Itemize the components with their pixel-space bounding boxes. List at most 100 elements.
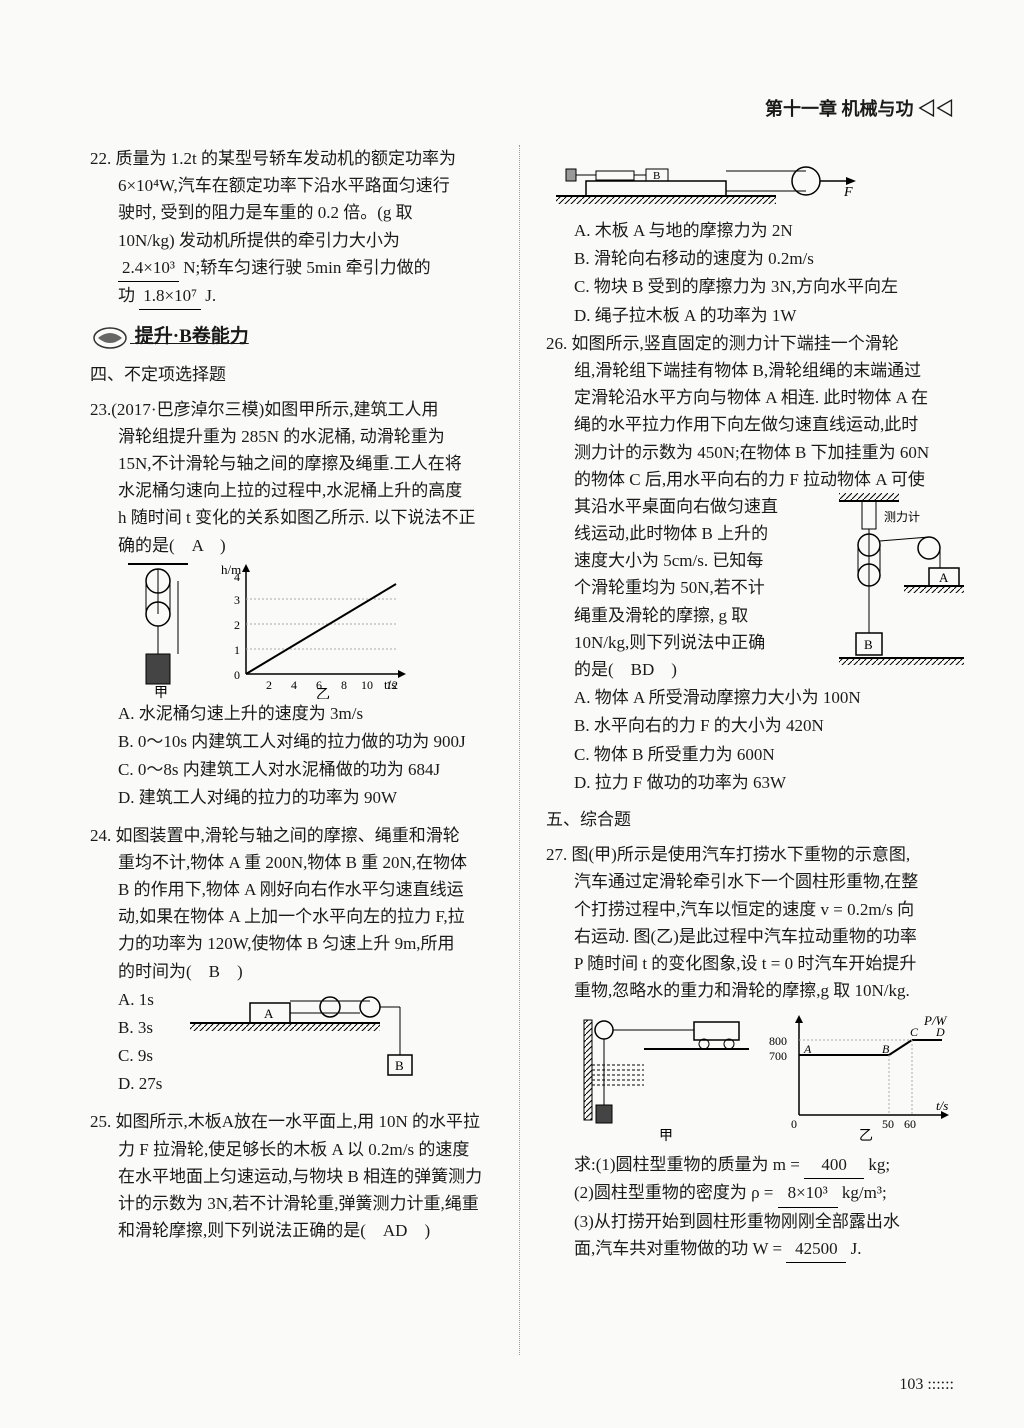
svg-text:800: 800 [769,1034,787,1048]
q22-text: J. [205,286,216,305]
q27-sub2-text: (2)圆柱型重物的密度为 ρ = [574,1183,773,1202]
q26-line: 个滑轮重均为 50N,若不计 [546,574,834,601]
q25-diagram: B F [546,151,969,211]
q25-optA: A. 木板 A 与地的摩擦力为 2N [546,217,969,244]
q23-line: 23.(2017·巴彦淖尔三模)如图甲所示,建筑工人用 [90,396,513,423]
svg-text:B: B [882,1042,890,1056]
svg-text:t/s: t/s [936,1098,948,1113]
svg-text:3: 3 [234,593,240,607]
svg-text:700: 700 [769,1049,787,1063]
q24-line: 动,如果在物体 A 上加一个水平向左的拉力 F,拉 [90,903,513,930]
svg-text:50: 50 [882,1117,894,1131]
chapter-header: 第十一章 机械与功 ◁◁ [765,95,954,124]
svg-text:C: C [910,1025,919,1039]
q24-optC: C. 9s [90,1042,180,1069]
q27-figures: 甲 P/W t/s 800 700 0 50 60 [546,1010,969,1145]
q23-optB: B. 0～10s 内建筑工人对绳的拉力做的功为 900J [90,728,513,755]
q27-sub3c: J. [851,1239,862,1258]
q26-optB: B. 水平向右的力 F 的大小为 420N [546,712,969,739]
q26-optA: A. 物体 A 所受滑动摩擦力大小为 100N [546,684,969,711]
q26-line: 26. 如图所示,竖直固定的测力计下端挂一个滑轮 [546,330,969,357]
q26-line: 其沿水平桌面向右做匀速直 [546,493,834,520]
q26-optC: C. 物体 B 所受重力为 600N [546,741,969,768]
q27-sub1: 求:(1)圆柱型重物的质量为 m = 400 kg; [546,1151,969,1179]
q27-sub3b-text: 面,汽车共对重物做的功 W = [574,1239,786,1258]
q24-line: 24. 如图装置中,滑轮与轴之间的摩擦、绳重和滑轮 [90,822,513,849]
svg-text:B: B [653,170,660,182]
q23-optC: C. 0～8s 内建筑工人对水泥桶做的功为 684J [90,756,513,783]
svg-text:乙: 乙 [316,687,330,699]
svg-text:乙: 乙 [859,1128,873,1144]
q23-line: 15N,不计滑轮与轴之间的摩擦及绳重.工人在将 [90,450,513,477]
section-b-title: 提升·B卷能力 [90,322,513,352]
q27-line: 汽车通过定滑轮牵引水下一个圆柱形重物,在整 [546,868,969,895]
q22-blank1: 2.4×10³ [118,254,179,282]
svg-text:10: 10 [361,678,373,692]
q27-chart-yi: P/W t/s 800 700 0 50 60 A [764,1010,954,1145]
svg-text:0: 0 [234,668,240,682]
q22-text: N;轿车匀速行驶 5min 牵引力做的 [183,258,430,277]
q25-line: 25. 如图所示,木板A放在一水平面上,用 10N 的水平拉 [90,1108,513,1135]
chart-yi: h/m t/s 0 1 2 3 4 2 4 6 8 10 [216,559,406,699]
svg-text:4: 4 [291,678,297,692]
q26-line: 测力计的示数为 450N;在物体 B 下加挂重为 60N [546,439,969,466]
svg-text:2: 2 [266,678,272,692]
svg-text:B: B [864,637,873,652]
q25-optD: D. 绳子拉木板 A 的功率为 1W [546,302,969,329]
q25-optC: C. 物块 B 受到的摩擦力为 3N,方向水平向左 [546,273,969,300]
question-25: 25. 如图所示,木板A放在一水平面上,用 10N 的水平拉 力 F 拉滑轮,使… [90,1108,513,1244]
q24-diagram: A B [180,985,440,1090]
q27-line: P 随时间 t 的变化图象,设 t = 0 时汽车开始提升 [546,950,969,977]
q27-line: 右运动. 图(乙)是此过程中汽车拉动重物的功率 [546,923,969,950]
q26-diagram: 测力计 A B [834,493,969,683]
q27-line: 个打捞过程中,汽车以恒定的速度 v = 0.2m/s 向 [546,896,969,923]
svg-text:B: B [395,1058,404,1073]
q26-line: 绳的水平拉力作用下向左做匀速直线运动,此时 [546,411,969,438]
left-column: 22. 质量为 1.2t 的某型号轿车发动机的额定功率为 6×10⁴W,汽车在额… [90,145,520,1355]
q23-line: 水泥桶匀速向上拉的过程中,水泥桶上升的高度 [90,477,513,504]
q22-line: 10N/kg) 发动机所提供的牵引力大小为 [90,227,513,254]
q22-line: 2.4×10³ N;轿车匀速行驶 5min 牵引力做的 [90,254,513,282]
q26-line: 的是( BD ) [546,656,834,683]
pulley-diagram-jia: 甲 [118,559,198,699]
svg-text:12: 12 [386,678,398,692]
svg-text:F: F [843,185,853,200]
q26-line: 速度大小为 5cm/s. 已知每 [546,547,834,574]
question-27: 27. 图(甲)所示是使用汽车打捞水下重物的示意图, 汽车通过定滑轮牵引水下一个… [546,841,969,1263]
q22-text: 功 [118,286,139,305]
question-22: 22. 质量为 1.2t 的某型号轿车发动机的额定功率为 6×10⁴W,汽车在额… [90,145,513,310]
q22-blank2: 1.8×10⁷ [139,282,201,310]
q27-blank2: 8×10³ [778,1179,838,1207]
q27-sub3b: 面,汽车共对重物做的功 W = 42500 J. [546,1235,969,1263]
svg-text:A: A [264,1006,274,1021]
svg-text:8: 8 [341,678,347,692]
q26-line: 绳重及滑轮的摩擦, g 取 [546,602,834,629]
q22-line: 6×10⁴W,汽车在额定功率下沿水平路面匀速行 [90,172,513,199]
q24-line: 力的功率为 120W,使物体 B 匀速上升 9m,所用 [90,930,513,957]
q26-optD: D. 拉力 F 做功的功率为 63W [546,769,969,796]
q24-line: 的时间为( B ) [90,958,513,985]
svg-text:2: 2 [234,618,240,632]
page-number: 103 :::::: [899,1372,954,1398]
svg-text:1: 1 [234,643,240,657]
q26-line: 定滑轮沿水平方向与物体 A 相连. 此时物体 A 在 [546,384,969,411]
q26-line: 的物体 C 后,用水平向右的力 F 拉动物体 A 可使 [546,466,969,493]
decoration-icon [90,324,130,352]
q22-line: 驶时, 受到的阻力是车重的 0.2 倍。(g 取 [90,199,513,226]
q23-line: h 随时间 t 变化的关系如图乙所示. 以下说法不正 [90,504,513,531]
q26-line: 组,滑轮组下端挂有物体 B,滑轮组绳的末端通过 [546,357,969,384]
q23-optA: A. 水泥桶匀速上升的速度为 3m/s [90,700,513,727]
question-26: 26. 如图所示,竖直固定的测力计下端挂一个滑轮 组,滑轮组下端挂有物体 B,滑… [546,330,969,796]
q23-line: 确的是( A ) [90,532,513,559]
q24-optA: A. 1s [90,986,180,1013]
q27-blank3: 42500 [786,1235,846,1263]
q25-line: 力 F 拉滑轮,使足够长的木板 A 以 0.2m/s 的速度 [90,1136,513,1163]
q27-diagram-jia: 甲 [574,1010,754,1145]
svg-text:甲: 甲 [154,686,168,699]
svg-text:A: A [803,1042,812,1056]
question-24: 24. 如图装置中,滑轮与轴之间的摩擦、绳重和滑轮 重均不计,物体 A 重 20… [90,822,513,1099]
section-4-title: 四、不定项选择题 [90,361,513,388]
section-5-title: 五、综合题 [546,806,969,833]
svg-text:测力计: 测力计 [884,510,920,524]
q23-figure: 甲 h/m t/s 0 1 2 3 4 [90,559,513,699]
